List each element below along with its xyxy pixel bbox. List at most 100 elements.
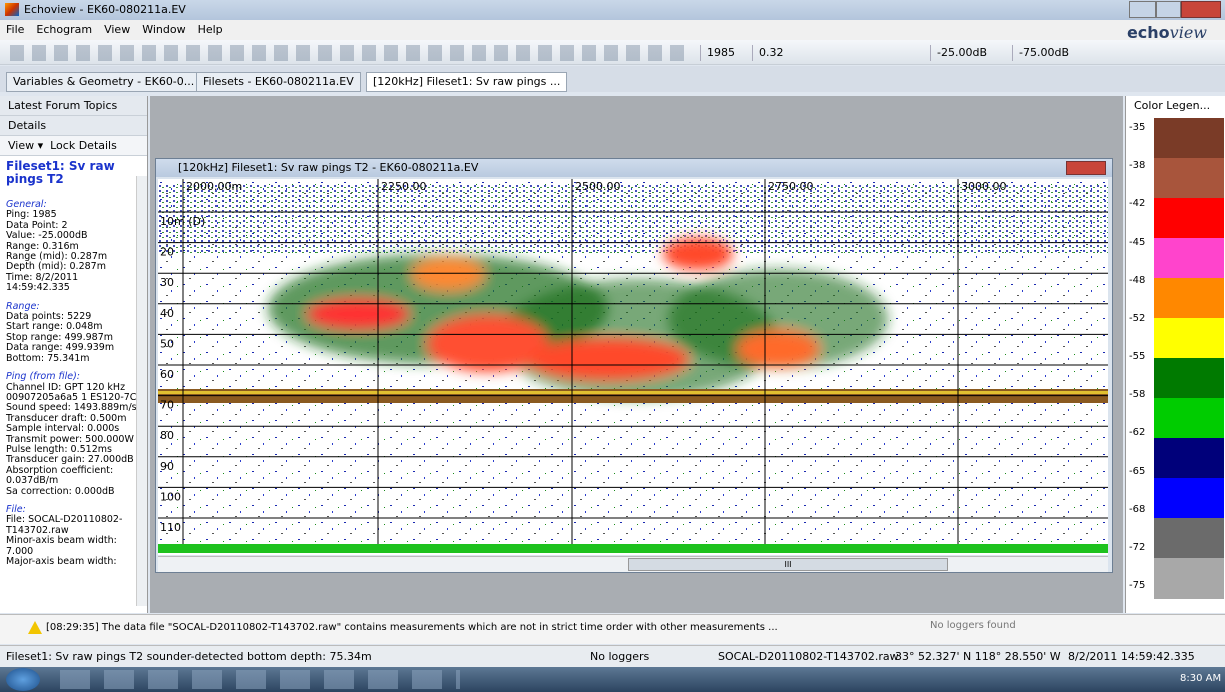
detail-line: Sample interval: 0.000s [6,423,120,435]
depth-label: 110 [160,521,181,534]
tab[interactable]: Filesets - EK60-080211a.EV [196,72,361,92]
title-bar: Echoview - EK60-080211a.EV [0,0,1225,20]
legend-swatch [1154,478,1224,519]
legend-swatch [1154,558,1224,599]
echogram-title: [120kHz] Fileset1: Sv raw pings T2 - EK6… [178,161,479,174]
legend-panel: Color Legen... -35 -38 -42 -45 -48 -52 -55 -58-… [1125,96,1225,613]
scroll-thumb[interactable]: III [628,558,948,571]
detail-line: Stop range: 499.987m [6,331,114,343]
depth-label: 50 [160,337,174,350]
clock: 8:30 AM [1180,673,1222,684]
loggers-message: No loggers found [930,620,1016,631]
menu-bar: echoview File Echogram View Window Help [0,20,1225,42]
menu-item[interactable]: Help [197,23,223,36]
details-heading: Fileset1: Sv raw pings T2 [6,159,115,186]
maximize-button[interactable] [1156,1,1181,18]
forum-header: Latest Forum Topics [0,96,147,116]
max-field[interactable]: -25.00dB [930,45,1010,61]
detail-line: T143702.raw [6,524,69,536]
legend-body: -35 -38 -42 -45 -48 -52 -55 -58 -62 -65 -68 -72 -75 [1126,96,1225,613]
detail-line: Bottom: 75.341m [6,352,90,364]
detail-line: Transmit power: 500.000W [6,433,134,445]
status-loggers: No loggers [590,650,650,663]
detail-line: Data points: 5229 [6,311,92,323]
window-title: Echoview - EK60-080211a.EV [24,3,186,16]
distance-label: 2250.00 [381,180,427,193]
menu-item[interactable]: Window [142,23,186,36]
app-icon [5,3,19,16]
status-file: SOCAL-D20110802-T143702.raw [718,650,899,663]
echogram-close[interactable] [1066,161,1106,175]
details-body: Fileset1: Sv raw pings T2 General: Ping: … [0,156,137,567]
section-title: General: [6,199,47,210]
legend-swatch [1154,318,1224,359]
min-field[interactable]: -75.00dB [1012,45,1092,61]
legend-label: -42 [1129,198,1146,210]
detail-line: Sound speed: 1493.889m/s [6,402,137,414]
legend-swatch [1154,518,1224,559]
h-scrollbar[interactable]: III [158,556,1108,572]
detail-line: Channel ID: GPT 120 kHz [6,381,126,393]
legend-label: -68 [1129,503,1146,515]
status-time: 8/2/2011 14:59:42.335 [1068,650,1195,663]
legend-swatch [1154,238,1224,279]
legend-swatch [1154,398,1224,439]
range-field[interactable]: 0.32 [752,45,922,61]
detail-line: Ping: 1985 [6,209,57,221]
legend-label: -75 [1129,580,1146,591]
legend-label: -62 [1129,427,1146,439]
menu-item[interactable]: File [6,23,25,36]
detail-line: Range (mid): 0.287m [6,251,108,263]
depth-label: 90 [160,460,174,473]
view-button[interactable]: View [8,139,35,152]
menu-item[interactable]: Echogram [36,23,93,36]
details-title: Details [8,119,47,132]
start-button[interactable] [6,668,40,691]
detail-line: Depth (mid): 0.287m [6,261,106,273]
detail-line: Value: -25.000dB [6,230,88,242]
toolbar: 1985 0.32 -25.00dB -75.00dB [0,40,1225,65]
scroll-grip: III [784,560,792,569]
scrollbar[interactable] [136,176,147,606]
logo: echoview [1121,20,1213,42]
lock-button[interactable]: Lock Details [50,139,117,152]
legend-label: -35 [1129,122,1146,133]
depth-label: 30 [160,276,174,289]
depth-label: 60 [160,368,174,381]
message-bar: [08:29:35] The data file "SOCAL-D2011080… [0,614,1225,644]
section-title: File: [6,503,26,515]
detail-line: Transducer gain: 27.000dB [6,454,134,466]
logo-b: view [1169,23,1207,42]
detail-line: Absorption coefficient: [6,464,114,476]
forum-title: Latest Forum Topics [8,99,118,112]
detail-line: Transducer draft: 0.500m [6,412,127,424]
warning-icon [28,621,42,634]
depth-label: 20 [160,246,174,259]
left-panel: Latest Forum Topics Details View ▾ Lock … [0,96,148,613]
menu-item[interactable]: View [104,23,131,36]
minimize-button[interactable] [1129,1,1156,18]
detail-line: Minor-axis beam width: [6,535,117,547]
legend-swatch [1154,358,1224,399]
detail-line: Sa correction: 0.000dB [6,485,115,497]
depth-label: 100 [160,490,181,503]
toolbar-icons [10,45,690,61]
section-title: Ping (from file): [6,371,81,383]
details-toolbar: View ▾ Lock Details [0,136,147,156]
close-button[interactable] [1181,1,1221,18]
legend-swatch [1154,158,1224,199]
ping-field[interactable]: 1985 [700,45,735,61]
tab[interactable]: Variables & Geometry - EK60-0... [6,72,202,92]
tab[interactable]: [120kHz] Fileset1: Sv raw pings ... [366,72,568,92]
status-bar: Fileset1: Sv raw pings T2 sounder-detect… [0,645,1225,667]
message-text: [08:29:35] The data file "SOCAL-D2011080… [46,622,778,633]
legend-label: -45 [1129,236,1146,248]
detail-line: 0.037dB/m [6,475,59,487]
distance-label: 3000.00 [961,180,1007,193]
taskbar-apps[interactable] [60,670,460,689]
detail-line: File: SOCAL-D20110802- [6,514,123,526]
tab-bar: Variables & Geometry - EK60-0... Filesets… [0,66,1225,92]
distance-label: 2750.00 [768,180,814,193]
